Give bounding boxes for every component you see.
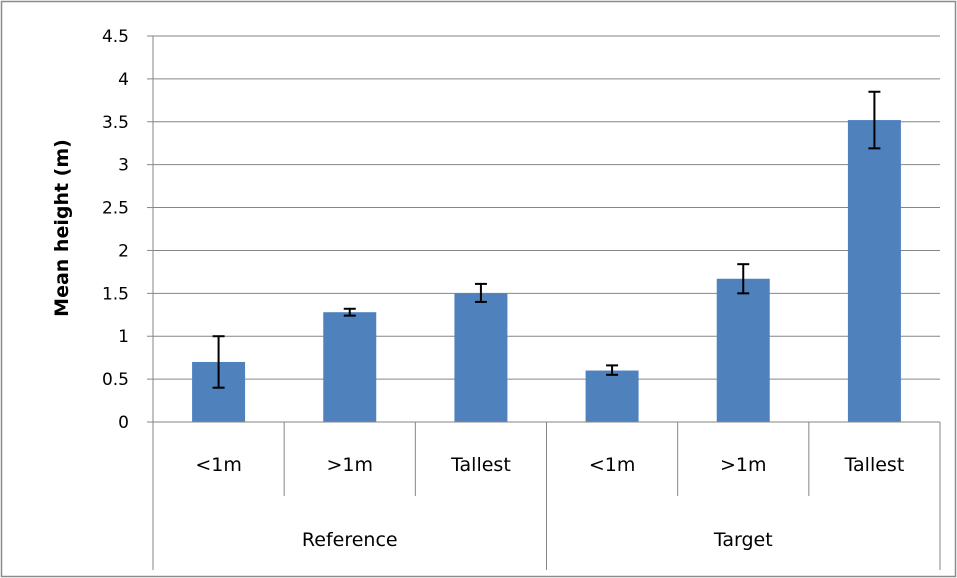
x-group-label: Reference bbox=[302, 529, 398, 551]
x-category-label: <1m bbox=[589, 454, 636, 476]
y-tick-label: 1 bbox=[118, 327, 129, 347]
bar bbox=[323, 312, 377, 422]
x-category-label: >1m bbox=[326, 454, 373, 476]
bar bbox=[585, 370, 639, 422]
y-tick-label: 4.5 bbox=[102, 27, 129, 47]
y-tick-label: 1.5 bbox=[102, 284, 129, 304]
y-tick-label: 4 bbox=[118, 70, 129, 90]
bar bbox=[847, 120, 901, 422]
y-tick-label: 3 bbox=[118, 156, 129, 176]
y-tick-label: 2 bbox=[118, 241, 129, 261]
y-tick-label: 0 bbox=[118, 413, 129, 433]
y-axis-label: Mean height (m) bbox=[51, 139, 73, 317]
y-tick-label: 0.5 bbox=[102, 370, 129, 390]
x-category-label: <1m bbox=[195, 454, 242, 476]
x-category-label: Tallest bbox=[844, 454, 905, 476]
x-category-label: Tallest bbox=[450, 454, 511, 476]
y-axis-ticks: 0 0.5 1 1.5 2 2.5 3 3.5 4 4.5 bbox=[102, 27, 153, 433]
x-axis-categories: <1m >1m Tallest <1m >1m Tallest Reference Targe… bbox=[152, 422, 941, 570]
bars bbox=[192, 120, 901, 422]
y-tick-label: 3.5 bbox=[102, 113, 129, 133]
error-bars bbox=[212, 90, 881, 389]
y-tick-label: 2.5 bbox=[102, 199, 129, 219]
bar bbox=[454, 293, 508, 422]
bar bbox=[716, 278, 770, 422]
x-category-label: >1m bbox=[720, 454, 767, 476]
x-group-label: Target bbox=[713, 529, 773, 551]
gridlines bbox=[153, 35, 940, 380]
